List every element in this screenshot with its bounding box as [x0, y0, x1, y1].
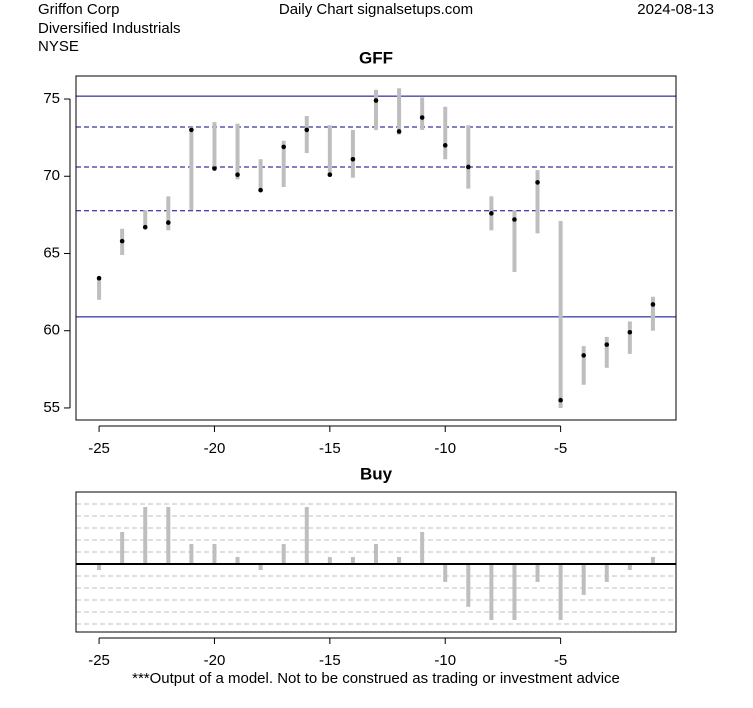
sector: Diversified Industrials — [38, 20, 181, 37]
close-marker — [166, 220, 171, 225]
date: 2024-08-13 — [637, 1, 714, 18]
close-marker — [142, 224, 148, 230]
close-marker — [581, 353, 586, 358]
close-marker — [327, 172, 333, 178]
chart-title: Buy — [360, 464, 393, 483]
plot-frame — [75, 491, 677, 633]
x-tick-label: -25 — [88, 652, 110, 669]
y-tick-label: 55 — [43, 399, 60, 416]
close-marker — [650, 302, 656, 307]
close-marker — [535, 180, 540, 185]
x-tick-label: -15 — [319, 652, 341, 669]
y-tick-label: 70 — [43, 167, 60, 184]
y-tick-label: 75 — [43, 90, 60, 107]
close-marker — [189, 127, 194, 133]
close-marker — [373, 98, 379, 103]
company: Griffon Corp — [38, 1, 119, 18]
close-marker — [558, 397, 563, 403]
x-tick-label: -10 — [434, 440, 456, 457]
plot-frame — [75, 75, 677, 421]
close-marker — [281, 144, 286, 150]
close-marker — [304, 127, 310, 133]
x-tick-label: -25 — [88, 440, 110, 457]
close-marker — [235, 172, 240, 178]
close-marker — [396, 129, 402, 134]
close-marker — [419, 115, 425, 120]
exchange: NYSE — [38, 38, 79, 55]
close-marker — [512, 217, 517, 222]
y-tick-label: 60 — [43, 322, 60, 339]
close-marker — [604, 342, 610, 347]
close-marker — [627, 329, 633, 335]
y-tick-label: 65 — [43, 244, 60, 261]
close-marker — [212, 166, 217, 171]
chart-title: GFF — [359, 48, 393, 67]
x-tick-label: -20 — [204, 652, 226, 669]
close-marker — [442, 143, 448, 148]
close-marker — [489, 211, 494, 216]
close-marker — [119, 238, 125, 244]
x-tick-label: -20 — [204, 440, 226, 457]
close-marker — [466, 164, 471, 170]
source: Daily Chart signalsetups.com — [279, 1, 473, 18]
close-marker — [96, 275, 102, 281]
close-marker — [258, 187, 263, 193]
x-tick-label: -10 — [434, 652, 456, 669]
x-tick-label: -15 — [319, 440, 341, 457]
x-tick-label: -5 — [554, 652, 567, 669]
x-tick-label: -5 — [554, 440, 567, 457]
close-marker — [350, 156, 356, 162]
footer: ***Output of a model. Not to be construe… — [132, 670, 620, 687]
